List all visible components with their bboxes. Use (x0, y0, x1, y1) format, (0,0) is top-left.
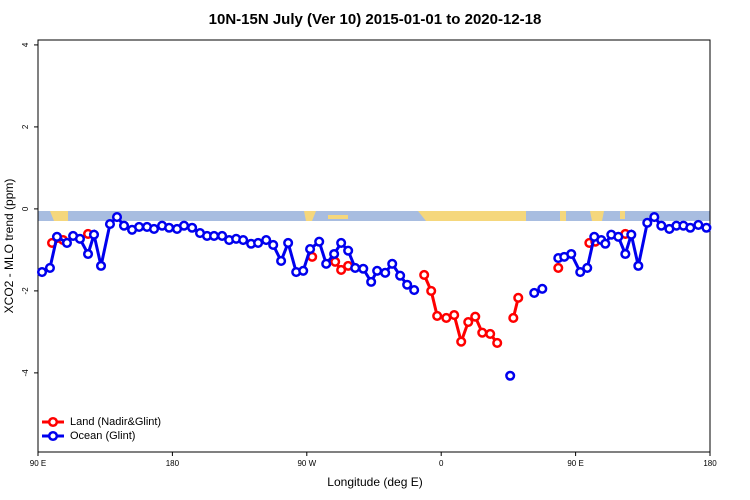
plot-frame (37, 39, 711, 453)
chart-title: 10N-15N July (Ver 10) 2015-01-01 to 2020… (209, 11, 542, 28)
data-point (336, 237, 347, 248)
data-point (329, 248, 340, 260)
data-point (178, 220, 190, 231)
legend-label: Land (Nadir&Glint) (70, 416, 161, 428)
x-tick-label: 90 W (297, 459, 316, 468)
data-point (118, 220, 130, 231)
data-point (61, 237, 73, 248)
data-point (44, 262, 55, 273)
data-point (656, 220, 667, 231)
data-point (36, 266, 48, 278)
data-point (470, 311, 481, 322)
data-point (164, 222, 175, 233)
data-point (566, 248, 577, 260)
data-point (529, 287, 540, 298)
x-axis-label: Longitude (deg E) (327, 475, 422, 489)
data-point (600, 238, 611, 249)
y-axis-label: XCO2 - MLO trend (ppm) (2, 179, 16, 314)
data-point (426, 285, 437, 296)
data-point (314, 236, 325, 247)
data-point (419, 269, 430, 280)
data-point (633, 260, 644, 271)
data-point (134, 221, 145, 232)
x-tick-label: 90 E (30, 459, 46, 468)
data-point (366, 276, 377, 287)
data-point (253, 237, 264, 248)
data-point (321, 258, 332, 269)
x-tick-label: 180 (703, 459, 717, 468)
data-point (626, 229, 637, 240)
x-tick-label: 90 E (567, 459, 583, 468)
data-point (358, 263, 369, 274)
data-point (693, 219, 704, 230)
data-point (350, 262, 361, 273)
data-point (537, 283, 548, 294)
data-point (456, 336, 467, 347)
data-point (238, 235, 249, 246)
legend-marker (47, 430, 59, 442)
data-point (477, 327, 488, 338)
data-point (613, 231, 624, 242)
data-point (409, 285, 420, 296)
y-tick-label: 4 (21, 42, 30, 47)
data-point (111, 212, 123, 223)
data-point (380, 267, 391, 278)
data-point (505, 370, 516, 381)
data-point (387, 258, 398, 269)
data-point (432, 310, 443, 321)
y-tick-label: -4 (21, 369, 30, 377)
data-point (642, 217, 653, 228)
legend-marker (47, 416, 59, 428)
data-point (209, 230, 220, 242)
data-point (485, 328, 496, 339)
data-point (582, 262, 593, 273)
data-point (553, 262, 564, 273)
data-point (95, 260, 107, 271)
data-point (187, 222, 198, 233)
data-point (343, 245, 354, 256)
data-point (508, 312, 519, 323)
data-point (261, 235, 272, 246)
data-point (82, 248, 94, 260)
legend-label: Ocean (Glint) (70, 430, 135, 442)
data-point (268, 239, 279, 251)
data-point (513, 292, 524, 303)
data-point (336, 264, 347, 276)
data-point (276, 255, 287, 267)
y-tick-label: -2 (21, 287, 30, 295)
data-point (305, 244, 316, 255)
data-point (372, 265, 383, 276)
data-point (441, 312, 452, 323)
data-point (88, 229, 100, 240)
data-point (449, 310, 460, 321)
data-point (685, 222, 696, 233)
data-point (620, 248, 631, 260)
data-point (492, 337, 503, 349)
map-strip (38, 211, 710, 221)
data-point (701, 222, 712, 233)
data-point (463, 316, 474, 328)
data-point (217, 230, 228, 242)
y-tick-label: 2 (21, 124, 30, 129)
data-point (298, 265, 309, 276)
data-point (104, 219, 116, 230)
x-tick-label: 180 (166, 459, 180, 468)
data-point (402, 279, 413, 290)
data-point (395, 270, 406, 281)
data-point (649, 212, 660, 223)
data-point (330, 256, 341, 267)
y-tick-label: 0 (21, 206, 30, 211)
data-point (74, 233, 86, 244)
data-point (283, 237, 294, 248)
data-point (575, 266, 586, 278)
data-point (51, 231, 63, 242)
x-tick-label: 0 (439, 459, 444, 468)
data-point (148, 223, 160, 235)
